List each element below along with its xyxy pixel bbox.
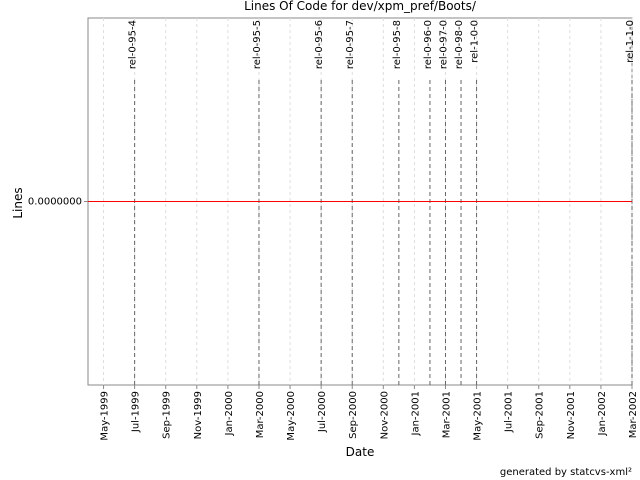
x-tick-label: Jul-2000 xyxy=(317,391,328,433)
x-tick-label: May-1999 xyxy=(100,391,111,441)
footer: generated by statcvs-xml² xyxy=(500,467,632,478)
release-label: rel-0-97-0 xyxy=(438,20,449,69)
x-tick-label: Jan-2001 xyxy=(410,391,421,436)
release-label: rel-1-0-0 xyxy=(470,20,481,63)
x-tick-label: May-2000 xyxy=(286,391,297,441)
x-tick-label: Jan-2000 xyxy=(224,391,235,436)
x-axis-title: Date xyxy=(346,445,375,459)
x-tick-label: Sep-2001 xyxy=(535,391,546,439)
x-tick-label: Nov-1999 xyxy=(193,391,204,439)
release-label: rel-0-95-8 xyxy=(392,20,403,69)
release-label: rel-0-95-7 xyxy=(345,20,356,69)
x-tick-label: Nov-2001 xyxy=(566,391,577,439)
chart-title: Lines Of Code for dev/xpm_pref/Boots/ xyxy=(244,0,477,13)
x-tick-label: Nov-2000 xyxy=(379,391,390,439)
release-label: rel-0-95-6 xyxy=(314,20,325,69)
x-tick-label: Jan-2002 xyxy=(597,391,608,436)
release-label: rel-0-95-5 xyxy=(252,20,263,69)
release-label: rel-0-96-0 xyxy=(423,20,434,69)
release-label: rel-1-1-0 xyxy=(625,20,636,63)
x-tick-label: Jul-1999 xyxy=(131,391,142,433)
y-tick-label: 0.0000000 xyxy=(28,197,82,208)
release-label: rel-0-98-0 xyxy=(454,20,465,69)
release-label: rel-0-95-4 xyxy=(128,20,139,69)
x-tick-label: Sep-1999 xyxy=(162,391,173,439)
x-tick-label: May-2001 xyxy=(473,391,484,441)
x-tick-label: Jul-2001 xyxy=(504,391,515,433)
y-axis-title: Lines xyxy=(11,187,25,218)
x-tick-label: Sep-2000 xyxy=(348,391,359,439)
x-tick-label: Mar-2001 xyxy=(441,391,452,438)
x-tick-label: Mar-2000 xyxy=(255,391,266,438)
x-tick-label: Mar-2002 xyxy=(628,391,639,438)
